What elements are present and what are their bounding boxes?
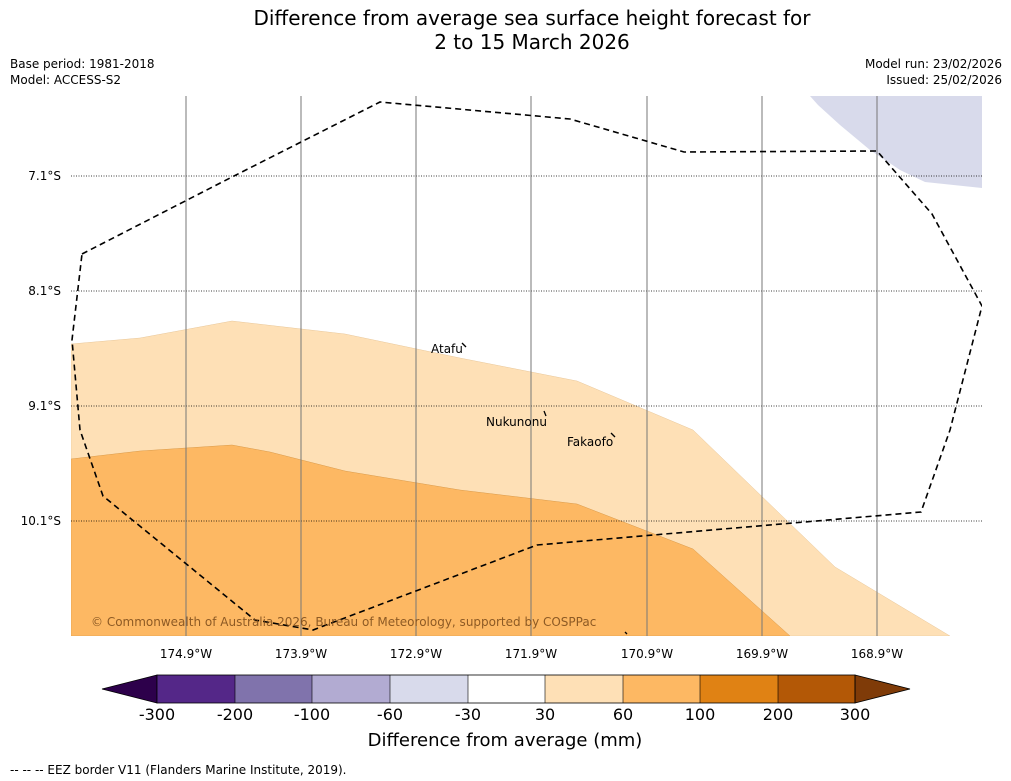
colorbar-tick: -200 bbox=[216, 705, 254, 724]
chart-title: Difference from average sea surface heig… bbox=[0, 6, 1011, 54]
colorbar-tick: -100 bbox=[293, 705, 331, 724]
eez-border bbox=[71, 101, 982, 631]
colorbar-tick: -60 bbox=[376, 705, 404, 724]
lon-label-169-9: 169.9°W bbox=[735, 647, 789, 661]
model-run: Model run: 23/02/2026 bbox=[864, 57, 1002, 71]
lat-label-7-1: 7.1°S bbox=[28, 169, 61, 183]
lon-gridlines bbox=[185, 96, 878, 636]
swains-mark bbox=[624, 631, 628, 635]
colorbar-tick: 60 bbox=[612, 705, 634, 724]
colorbar-extend-above bbox=[854, 674, 911, 704]
colorbar-bin-8 bbox=[700, 675, 778, 703]
title-line-1: Difference from average sea surface heig… bbox=[253, 6, 811, 30]
anomaly-region-60-100 bbox=[71, 444, 791, 636]
colorbar-bin-4 bbox=[390, 675, 468, 703]
lat-label-9-1: 9.1°S bbox=[28, 399, 61, 413]
colorbar-tick: 200 bbox=[762, 705, 794, 724]
lat-label-8-1: 8.1°S bbox=[28, 284, 61, 298]
model-name: Model: ACCESS-S2 bbox=[10, 73, 122, 87]
eez-legend-footer: -- -- -- EEZ border V11 (Flanders Marine… bbox=[10, 763, 347, 777]
meta-left: Base period: 1981-2018 Model: ACCESS-S2 bbox=[10, 56, 155, 88]
nukunonu-atoll bbox=[543, 410, 547, 417]
fakaofo-atoll bbox=[610, 432, 616, 438]
colorbar-tick: 30 bbox=[534, 705, 556, 724]
issued-date: Issued: 25/02/2026 bbox=[886, 73, 1002, 87]
colorbar-bin-1 bbox=[157, 675, 235, 703]
colorbar-bin-3 bbox=[312, 675, 390, 703]
colorbar-tick: 300 bbox=[839, 705, 871, 724]
colorbar-bin-2 bbox=[235, 675, 312, 703]
place-fakaofo: Fakaofo bbox=[567, 435, 614, 449]
title-line-2: 2 to 15 March 2026 bbox=[434, 30, 630, 54]
colorbar-bin-6 bbox=[545, 675, 623, 703]
lat-gridlines bbox=[71, 175, 982, 522]
place-atafu: Atafu bbox=[431, 342, 463, 356]
lon-label-170-9: 170.9°W bbox=[620, 647, 674, 661]
colorbar-tick: 100 bbox=[684, 705, 716, 724]
colorbar-bin-5 bbox=[468, 675, 545, 703]
meta-right: Model run: 23/02/2026 Issued: 25/02/2026 bbox=[865, 56, 1002, 88]
lon-label-173-9: 173.9°W bbox=[274, 647, 328, 661]
place-nukunonu: Nukunonu bbox=[486, 415, 547, 429]
lon-label-171-9: 171.9°W bbox=[504, 647, 558, 661]
lat-label-10-1: 10.1°S bbox=[20, 514, 61, 528]
lon-label-172-9: 172.9°W bbox=[389, 647, 443, 661]
colorbar-tick: -30 bbox=[454, 705, 482, 724]
lon-label-174-9: 174.9°W bbox=[159, 647, 213, 661]
atafu-atoll bbox=[461, 342, 467, 348]
colorbar-bin-7 bbox=[623, 675, 700, 703]
base-period: Base period: 1981-2018 bbox=[10, 57, 155, 71]
copyright-notice: © Commonwealth of Australia 2026, Bureau… bbox=[91, 615, 597, 629]
colorbar-bin-9 bbox=[778, 675, 855, 703]
anomaly-region-neg-30-60 bbox=[810, 96, 982, 188]
colorbar-label: Difference from average (mm) bbox=[367, 730, 643, 751]
lon-label-168-9: 168.9°W bbox=[850, 647, 904, 661]
colorbar-tick: -300 bbox=[138, 705, 176, 724]
colorbar-extend-below bbox=[101, 674, 158, 704]
